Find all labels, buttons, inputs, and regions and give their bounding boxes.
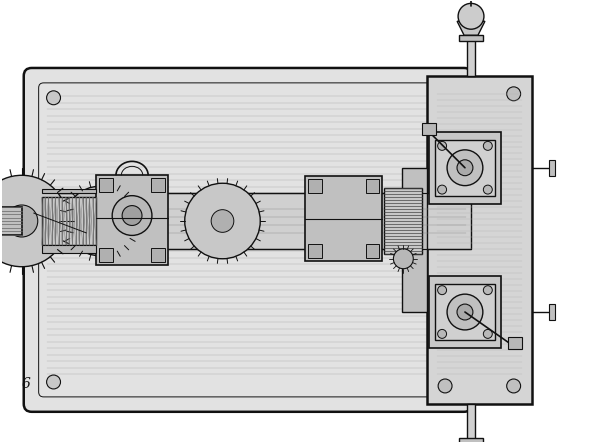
Circle shape <box>47 91 61 105</box>
Circle shape <box>484 141 492 150</box>
Circle shape <box>185 183 260 259</box>
Text: 6: 6 <box>21 377 30 392</box>
Circle shape <box>484 330 492 338</box>
Bar <box>427 76 532 404</box>
Circle shape <box>484 286 492 295</box>
Circle shape <box>457 160 473 176</box>
Bar <box>0 207 22 235</box>
Circle shape <box>437 286 446 295</box>
Circle shape <box>435 91 449 105</box>
Bar <box>550 160 556 176</box>
Circle shape <box>122 206 142 225</box>
Bar <box>550 304 556 320</box>
Bar <box>385 188 422 254</box>
Circle shape <box>437 141 446 150</box>
Circle shape <box>437 330 446 338</box>
Bar <box>365 179 379 193</box>
Bar <box>151 178 165 192</box>
Bar <box>151 248 165 262</box>
Bar <box>467 36 475 76</box>
Polygon shape <box>457 21 485 35</box>
Circle shape <box>506 87 521 101</box>
Bar <box>30 193 471 249</box>
Bar <box>429 276 501 348</box>
Circle shape <box>506 379 521 393</box>
Circle shape <box>435 375 449 389</box>
Bar <box>96 175 168 265</box>
Circle shape <box>458 4 484 29</box>
Bar <box>467 404 475 443</box>
FancyBboxPatch shape <box>24 68 472 412</box>
Bar <box>308 179 322 193</box>
Bar <box>429 132 501 203</box>
Circle shape <box>47 375 61 389</box>
Bar <box>459 35 483 41</box>
Circle shape <box>438 379 452 393</box>
Bar <box>459 438 483 443</box>
Bar <box>308 244 322 258</box>
Circle shape <box>447 150 483 186</box>
Bar <box>403 168 427 312</box>
Bar <box>99 248 113 262</box>
Bar <box>41 197 96 245</box>
Circle shape <box>447 294 483 330</box>
Circle shape <box>6 205 38 237</box>
Bar <box>435 284 495 340</box>
Circle shape <box>394 249 413 269</box>
Bar <box>435 140 495 195</box>
Circle shape <box>484 185 492 194</box>
Bar <box>41 245 96 253</box>
Bar <box>41 189 96 193</box>
Circle shape <box>112 196 152 235</box>
Circle shape <box>211 210 234 232</box>
Bar <box>365 244 379 258</box>
Bar <box>99 178 113 192</box>
Circle shape <box>457 304 473 320</box>
Circle shape <box>65 186 134 256</box>
Bar <box>508 338 521 350</box>
Bar <box>305 176 382 261</box>
Bar <box>422 123 436 135</box>
Circle shape <box>437 185 446 194</box>
Circle shape <box>0 175 67 267</box>
